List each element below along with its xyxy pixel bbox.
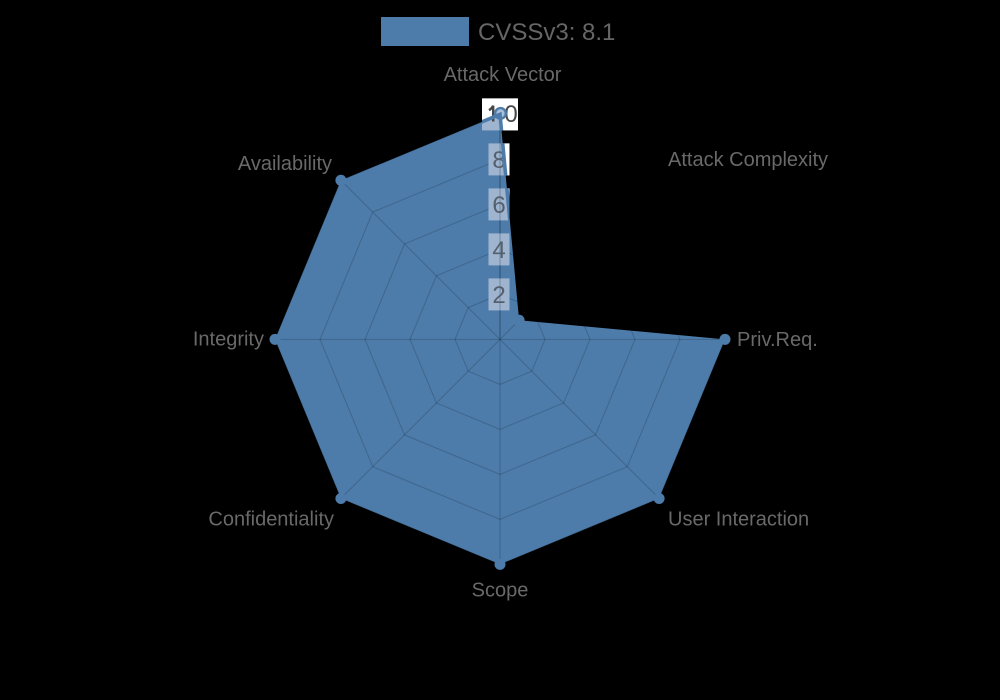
svg-text:Availability: Availability xyxy=(238,153,332,175)
svg-text:Priv.Req.: Priv.Req. xyxy=(737,329,818,351)
svg-text:CVSSv3: 8.1: CVSSv3: 8.1 xyxy=(478,19,615,46)
svg-text:4: 4 xyxy=(492,237,505,264)
svg-text:Integrity: Integrity xyxy=(193,329,264,351)
svg-text:Attack Complexity: Attack Complexity xyxy=(668,149,828,171)
svg-text:2: 2 xyxy=(492,282,505,309)
svg-text:0: 0 xyxy=(504,101,517,128)
svg-text:Scope: Scope xyxy=(472,580,529,602)
svg-text:6: 6 xyxy=(492,192,505,219)
svg-text:Confidentiality: Confidentiality xyxy=(208,509,334,531)
svg-text:User Interaction: User Interaction xyxy=(668,509,809,531)
svg-text:Attack Vector: Attack Vector xyxy=(444,64,562,86)
